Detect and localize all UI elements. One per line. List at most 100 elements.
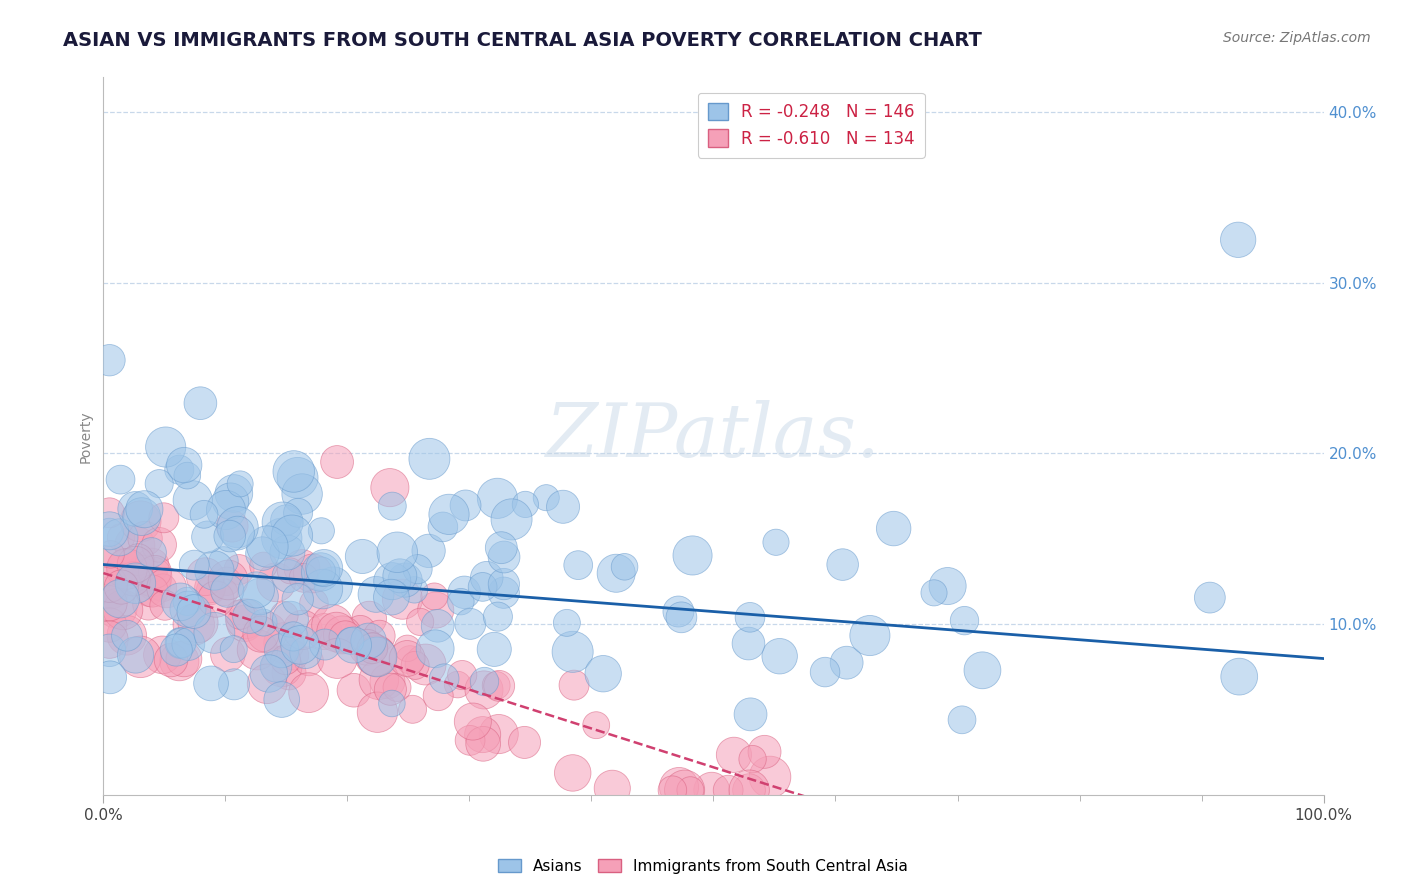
Point: [326, 455, 349, 469]
Point: [264, 659, 287, 673]
Point: [585, 718, 607, 732]
Point: [277, 569, 299, 583]
Point: [298, 686, 321, 700]
Point: [418, 544, 440, 558]
Point: [273, 608, 295, 623]
Point: [343, 683, 366, 698]
Point: [406, 562, 429, 576]
Point: [484, 642, 506, 657]
Point: [561, 766, 583, 780]
Point: [142, 576, 165, 591]
Point: [298, 654, 321, 668]
Point: [141, 570, 163, 584]
Point: [173, 652, 195, 666]
Point: [292, 571, 315, 585]
Point: [212, 554, 235, 568]
Point: [491, 541, 513, 555]
Point: [404, 658, 426, 673]
Point: [183, 605, 205, 619]
Point: [281, 528, 304, 542]
Point: [740, 707, 762, 722]
Point: [228, 563, 250, 577]
Point: [936, 579, 959, 593]
Point: [423, 641, 446, 656]
Point: [124, 558, 146, 572]
Point: [492, 549, 515, 564]
Point: [673, 783, 696, 797]
Point: [98, 577, 121, 591]
Point: [769, 649, 792, 664]
Point: [114, 560, 136, 574]
Point: [148, 476, 170, 491]
Point: [668, 605, 690, 619]
Point: [1227, 670, 1250, 684]
Point: [129, 514, 152, 528]
Point: [335, 630, 357, 644]
Point: [132, 563, 155, 577]
Point: [357, 633, 380, 648]
Point: [385, 681, 408, 695]
Point: [922, 586, 945, 600]
Point: [754, 745, 776, 759]
Point: [183, 617, 205, 632]
Point: [567, 558, 589, 573]
Point: [717, 783, 740, 797]
Point: [679, 783, 702, 797]
Point: [446, 677, 468, 691]
Point: [314, 638, 336, 652]
Point: [339, 634, 361, 648]
Point: [425, 603, 447, 617]
Point: [401, 702, 423, 716]
Point: [124, 539, 146, 553]
Point: [488, 727, 510, 741]
Point: [276, 545, 298, 559]
Point: [131, 509, 153, 524]
Point: [738, 783, 761, 797]
Point: [551, 500, 574, 514]
Point: [814, 665, 837, 679]
Point: [187, 615, 209, 630]
Point: [110, 530, 132, 544]
Point: [831, 558, 853, 572]
Point: [1227, 233, 1250, 247]
Point: [433, 672, 456, 686]
Point: [271, 516, 294, 530]
Point: [98, 618, 121, 632]
Point: [332, 628, 354, 642]
Point: [98, 632, 121, 647]
Point: [458, 733, 481, 747]
Point: [950, 713, 973, 727]
Point: [222, 642, 245, 657]
Point: [198, 581, 221, 595]
Point: [700, 783, 723, 797]
Text: ZIPatlas.: ZIPatlas.: [546, 401, 882, 473]
Point: [437, 508, 460, 522]
Point: [301, 566, 323, 581]
Point: [322, 579, 344, 593]
Point: [124, 576, 146, 591]
Point: [256, 540, 278, 554]
Point: [472, 682, 495, 697]
Point: [252, 547, 274, 561]
Point: [883, 522, 905, 536]
Point: [381, 499, 404, 513]
Point: [661, 783, 683, 797]
Point: [415, 657, 437, 672]
Point: [287, 592, 309, 607]
Point: [153, 510, 176, 524]
Point: [321, 618, 343, 632]
Point: [98, 525, 121, 540]
Point: [765, 535, 787, 549]
Point: [356, 640, 378, 655]
Point: [143, 565, 166, 579]
Point: [460, 616, 482, 631]
Point: [194, 570, 217, 584]
Point: [152, 648, 174, 662]
Point: [391, 592, 413, 607]
Legend: Asians, Immigrants from South Central Asia: Asians, Immigrants from South Central As…: [492, 853, 914, 880]
Point: [124, 502, 146, 516]
Point: [134, 532, 156, 546]
Point: [426, 619, 449, 633]
Point: [98, 670, 121, 684]
Point: [613, 559, 636, 574]
